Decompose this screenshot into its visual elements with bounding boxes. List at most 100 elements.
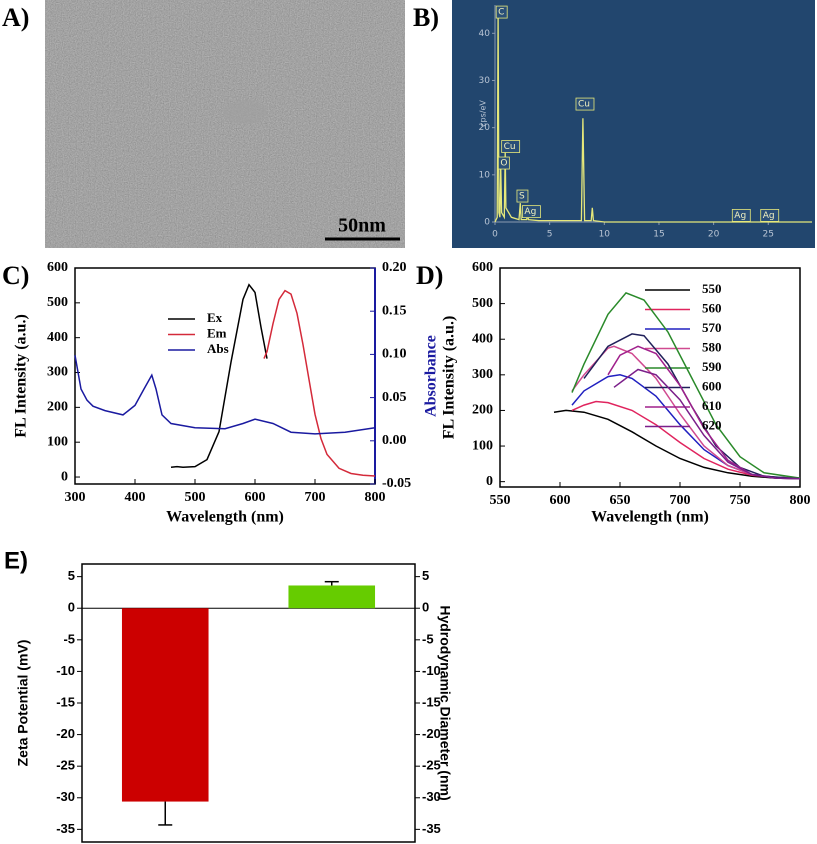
peak-label-box bbox=[516, 189, 529, 203]
y2-tick-label: -5 bbox=[422, 631, 434, 646]
legend-label: 600 bbox=[702, 378, 722, 393]
y-tick-label: -20 bbox=[56, 726, 75, 741]
panel-label: D) bbox=[416, 261, 443, 290]
x-axis-label: Wavelength (nm) bbox=[591, 509, 709, 526]
panel-label: E) bbox=[4, 547, 28, 574]
bar bbox=[288, 585, 376, 609]
y2-axis-label: Absorbance bbox=[423, 335, 440, 417]
peak-label: C bbox=[498, 8, 504, 18]
y-tick-label: 5 bbox=[68, 568, 75, 583]
x-tick-label: 300 bbox=[65, 490, 86, 505]
y-tick-label: 0 bbox=[484, 218, 490, 228]
legend-label: 620 bbox=[702, 417, 722, 432]
y-tick-label: 100 bbox=[472, 438, 493, 453]
x-tick-label: 600 bbox=[245, 490, 266, 505]
plot-frame bbox=[74, 267, 376, 485]
peak-label: Ag bbox=[734, 211, 746, 221]
line bbox=[553, 409, 801, 480]
y-tick-label: 300 bbox=[47, 365, 68, 380]
x-tick-label: 750 bbox=[730, 493, 751, 508]
y-tick-label: -15 bbox=[56, 694, 75, 709]
peak-label-box bbox=[760, 208, 780, 222]
y-tick-label: -30 bbox=[56, 789, 75, 804]
y-tick-label: -5 bbox=[63, 631, 75, 646]
y-tick-label: 600 bbox=[47, 260, 68, 275]
eds-background bbox=[452, 0, 815, 248]
y-axis-label: FL Intensity (a.u.) bbox=[441, 316, 458, 440]
y-tick-label: 30 bbox=[479, 76, 491, 86]
y-axis-label: cps/eV bbox=[479, 100, 488, 127]
y-tick-label: 0 bbox=[486, 474, 493, 489]
y2-tick-label: 0.05 bbox=[382, 390, 407, 405]
x-tick-label: 800 bbox=[365, 490, 386, 505]
x-tick-label: 10 bbox=[599, 230, 611, 240]
legend-label: 570 bbox=[702, 320, 722, 335]
y-axis-label: FL Intensity (a.u.) bbox=[13, 314, 30, 438]
x-tick-label: 650 bbox=[610, 493, 631, 508]
y-tick-label: 200 bbox=[47, 400, 68, 415]
y2-tick-label: -15 bbox=[422, 694, 441, 709]
peak-label-box bbox=[497, 156, 510, 170]
x-tick-label: 600 bbox=[550, 493, 571, 508]
panel-a: 50nm bbox=[45, 0, 405, 248]
panel-label: A) bbox=[2, 3, 29, 32]
scale-bar-label: 50nm bbox=[338, 215, 386, 237]
y2-tick-label: 0.00 bbox=[382, 433, 407, 448]
y-tick-label: -35 bbox=[56, 821, 75, 836]
y-tick-label: 0 bbox=[68, 600, 75, 615]
panel-b: 0 5 10 15 20 25 0 10 20 30 40 cps/eV C O Cu S Ag Cu Ag Ag bbox=[479, 5, 812, 240]
peak-label-box bbox=[575, 97, 595, 111]
peak-label: Ag bbox=[524, 207, 536, 217]
y-tick-label: 300 bbox=[472, 367, 493, 382]
peak-label-box bbox=[731, 208, 751, 222]
peak-label: O bbox=[500, 159, 507, 169]
y-tick-label: 0 bbox=[61, 469, 68, 484]
peak-label: Cu bbox=[504, 142, 516, 152]
peak-label: Ag bbox=[763, 211, 775, 221]
x-tick-label: 5 bbox=[547, 230, 553, 240]
tem-texture bbox=[45, 0, 405, 248]
x-tick-label: 0 bbox=[492, 230, 498, 240]
x-tick-label: 700 bbox=[670, 493, 691, 508]
peak-label-box bbox=[501, 140, 521, 153]
line bbox=[263, 289, 376, 477]
panel-label: C) bbox=[2, 261, 29, 290]
y-axis-label: Zeta Potential (mV) bbox=[15, 640, 31, 767]
line bbox=[170, 283, 268, 469]
y2-tick-label: -25 bbox=[422, 758, 441, 773]
legend-label: 610 bbox=[702, 398, 722, 413]
panel-d: 550 600 650 700 750 800 0 100 200 300 400 500 600 Wav… bbox=[441, 260, 811, 525]
line bbox=[571, 400, 801, 479]
peak-label-box bbox=[522, 205, 541, 219]
x-axis-label: Wavelength (nm) bbox=[166, 509, 284, 526]
y2-tick-label: -10 bbox=[422, 663, 441, 678]
panel-e: 5 0 -5 -10 -15 -20 -25 -30 -35 5 0 -5 -10 -15 -20 -25 -3… bbox=[15, 563, 453, 843]
panel-c: 300 400 500 600 700 800 0 100 200 300 400 500 600 -0.… bbox=[13, 260, 440, 525]
x-tick-label: 500 bbox=[185, 490, 206, 505]
y-tick-label: 100 bbox=[47, 434, 68, 449]
legend-label: Em bbox=[207, 325, 227, 340]
peak-label: Cu bbox=[578, 100, 590, 110]
y-tick-label: 10 bbox=[479, 170, 491, 180]
y2-tick-label: 0.20 bbox=[382, 260, 407, 275]
y-tick-label: 40 bbox=[479, 29, 491, 39]
legend-label: Abs bbox=[207, 341, 229, 356]
y-tick-label: 600 bbox=[472, 260, 493, 275]
legend-label: 550 bbox=[702, 281, 722, 296]
y2-tick-label: -35 bbox=[422, 821, 441, 836]
y-tick-label: 400 bbox=[472, 331, 493, 346]
legend-label: 560 bbox=[702, 300, 722, 315]
x-tick-label: 700 bbox=[305, 490, 326, 505]
legend-label: 580 bbox=[702, 339, 722, 354]
x-tick-label: 800 bbox=[790, 493, 811, 508]
peak-label-box bbox=[495, 5, 508, 19]
y-tick-label: 20 bbox=[479, 123, 491, 133]
x-tick-label: 20 bbox=[708, 230, 720, 240]
bar bbox=[121, 608, 209, 802]
y2-tick-label: 0.15 bbox=[382, 303, 407, 318]
y-tick-label: -10 bbox=[56, 663, 75, 678]
tem-feature bbox=[223, 100, 267, 124]
y-tick-label: 500 bbox=[47, 295, 68, 310]
x-tick-label: 25 bbox=[763, 230, 774, 240]
